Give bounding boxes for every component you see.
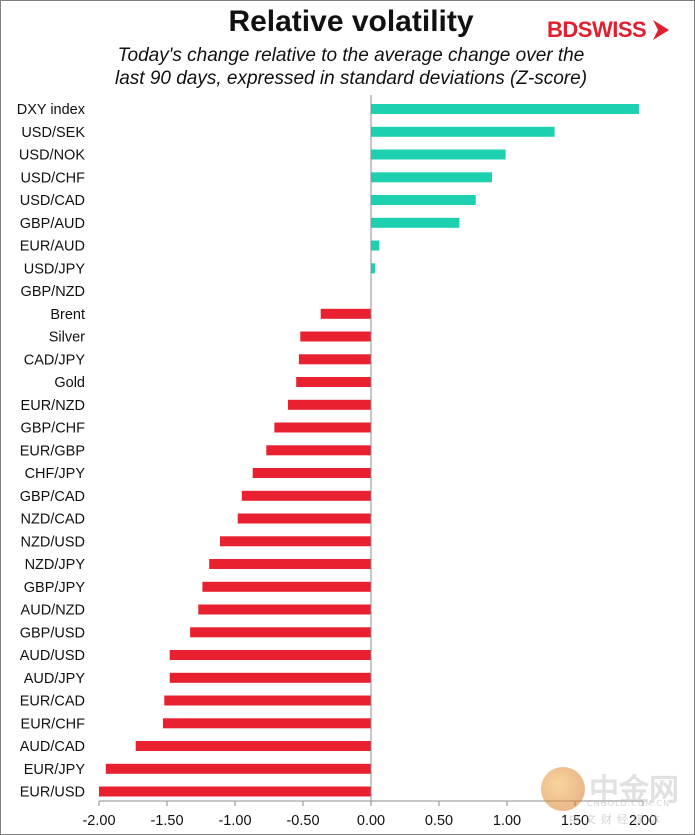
bar-aud-jpy bbox=[169, 672, 371, 683]
category-label: USD/NOK bbox=[19, 148, 85, 164]
bar-eur-cad bbox=[164, 695, 371, 706]
category-label: EUR/AUD bbox=[20, 239, 85, 255]
category-label: GBP/CHF bbox=[21, 421, 86, 437]
chart-subtitle-line1: Today's change relative to the average c… bbox=[117, 45, 585, 66]
bar-aud-usd bbox=[169, 650, 371, 660]
category-label: USD/CHF bbox=[21, 170, 86, 186]
category-label: NZD/CAD bbox=[21, 512, 85, 528]
category-label: CAD/JPY bbox=[24, 352, 86, 368]
bar-gbp-aud bbox=[371, 217, 460, 228]
watermark-tagline: 中文财经媒体 bbox=[569, 813, 665, 826]
category-labels: DXY index USD/SEK USD/NOK USD/CHF USD/CAD GBP… bbox=[17, 102, 86, 801]
bar-nzd-usd bbox=[220, 536, 371, 547]
x-tick-label: 1.00 bbox=[493, 813, 521, 829]
bar-dxy-index bbox=[371, 104, 639, 114]
bar-group bbox=[99, 104, 639, 797]
category-label: CHF/JPY bbox=[25, 466, 86, 482]
bar-gbp-usd bbox=[190, 627, 371, 638]
chart-subtitle-line2: last 90 days, expressed in standard devi… bbox=[114, 68, 588, 89]
bar-usd-cad bbox=[371, 195, 476, 205]
bar-gold bbox=[296, 377, 371, 387]
category-label: USD/SEK bbox=[21, 125, 85, 141]
bar-aud-cad bbox=[135, 741, 371, 751]
category-label: NZD/USD bbox=[21, 534, 85, 550]
bar-eur-jpy bbox=[105, 763, 372, 774]
logo-text: BDSWISS bbox=[547, 17, 647, 42]
bar-eur-nzd bbox=[288, 399, 371, 410]
bar-nzd-cad bbox=[237, 513, 371, 524]
logo-chevron-icon bbox=[653, 20, 669, 40]
bar-cad-jpy bbox=[298, 354, 371, 365]
bar-usd-nok bbox=[371, 149, 506, 160]
bar-chf-jpy bbox=[252, 468, 371, 478]
bar-eur-aud bbox=[371, 240, 380, 251]
bar-gbp-cad bbox=[241, 490, 371, 501]
category-label: EUR/CHF bbox=[21, 716, 86, 732]
bdswiss-logo: BDSWISS bbox=[547, 17, 669, 45]
category-label: EUR/USD bbox=[20, 785, 85, 801]
watermark: 中金网 CNGOLD.COM.CN 中文财经媒体 bbox=[539, 761, 689, 831]
watermark-url: CNGOLD.COM.CN bbox=[587, 799, 671, 808]
category-label: EUR/GBP bbox=[20, 443, 85, 459]
watermark-logo-icon bbox=[541, 767, 585, 811]
category-label: EUR/JPY bbox=[24, 762, 86, 778]
category-label: GBP/AUD bbox=[20, 216, 85, 232]
category-label: Silver bbox=[49, 330, 85, 346]
category-label: AUD/NZD bbox=[21, 603, 85, 619]
category-label: GBP/JPY bbox=[24, 580, 86, 596]
bar-silver bbox=[300, 331, 371, 342]
category-label: GBP/CAD bbox=[20, 489, 85, 505]
x-tick-label: -1.00 bbox=[218, 813, 251, 829]
category-label: Brent bbox=[50, 307, 85, 323]
x-tick-label: -0.50 bbox=[286, 813, 319, 829]
category-label: AUD/CAD bbox=[20, 739, 85, 755]
bar-gbp-chf bbox=[274, 422, 371, 433]
x-tick-label: 0.00 bbox=[357, 813, 385, 829]
bar-usd-jpy bbox=[371, 263, 376, 274]
bar-aud-nzd bbox=[198, 604, 371, 615]
bar-eur-usd bbox=[99, 786, 371, 797]
category-label: AUD/USD bbox=[20, 648, 85, 664]
bar-usd-chf bbox=[371, 172, 492, 183]
category-label: GBP/USD bbox=[20, 625, 85, 641]
bar-gbp-jpy bbox=[202, 581, 371, 592]
category-label: EUR/CAD bbox=[20, 694, 85, 710]
category-label: DXY index bbox=[17, 102, 86, 118]
bar-eur-chf bbox=[162, 718, 371, 729]
category-label: Gold bbox=[54, 375, 85, 391]
bar-eur-gbp bbox=[266, 445, 371, 456]
category-label: EUR/NZD bbox=[21, 398, 85, 414]
watermark-name: 中金网 bbox=[589, 773, 679, 808]
category-label: NZD/JPY bbox=[25, 557, 86, 573]
category-label: USD/JPY bbox=[24, 261, 86, 277]
x-tick-label: -2.00 bbox=[82, 813, 115, 829]
bar-nzd-jpy bbox=[209, 559, 371, 569]
category-label: AUD/JPY bbox=[24, 671, 86, 687]
x-axis: -2.00 -1.50 -1.00 -0.50 0.00 0.50 1.00 1.50 2.00 bbox=[82, 95, 657, 829]
x-tick-label: 0.50 bbox=[425, 813, 453, 829]
x-tick-label: 2.00 bbox=[629, 813, 657, 829]
bar-brent bbox=[320, 308, 371, 319]
category-label: USD/CAD bbox=[20, 193, 85, 209]
x-tick-label: 1.50 bbox=[561, 813, 589, 829]
bar-usd-sek bbox=[371, 126, 555, 137]
x-tick-label: -1.50 bbox=[150, 813, 183, 829]
chart-title: Relative volatility bbox=[228, 5, 474, 38]
category-label: GBP/NZD bbox=[21, 284, 85, 300]
